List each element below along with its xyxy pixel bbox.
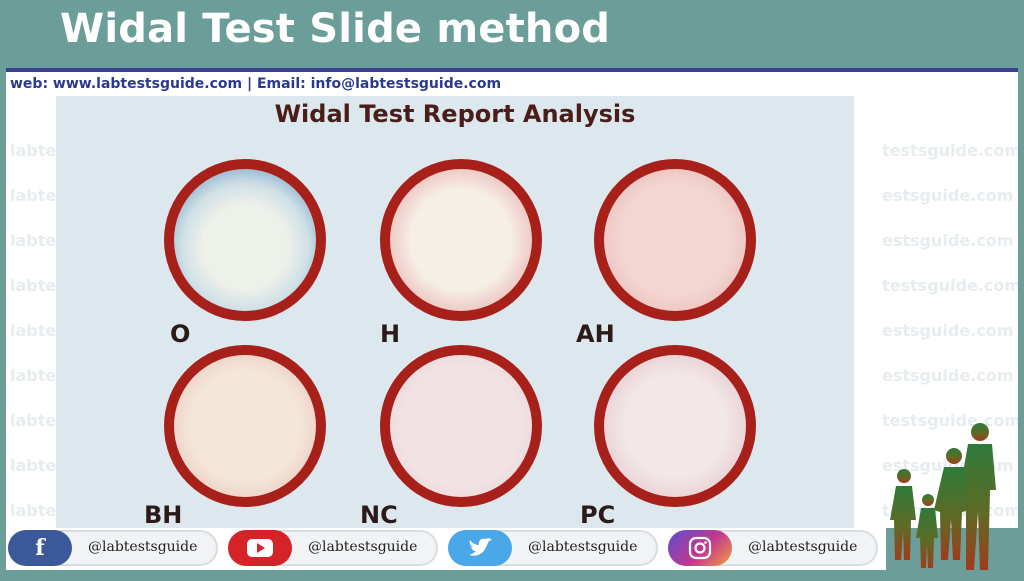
social-handle: @labtestsguide bbox=[528, 539, 638, 555]
report-panel: Widal Test Report Analysis O H AH BH NC … bbox=[56, 96, 854, 528]
social-bar: f @labtestsguide @labtestsguide @labtest… bbox=[6, 528, 886, 570]
title-bar: Widal Test Slide method bbox=[0, 0, 1024, 66]
youtube-link[interactable]: @labtestsguide bbox=[228, 530, 438, 566]
instagram-icon bbox=[668, 530, 732, 566]
watermark-text: labtes bbox=[10, 231, 66, 250]
slide-nc bbox=[380, 345, 542, 507]
slide-o bbox=[164, 159, 326, 321]
family-silhouette-icon bbox=[876, 420, 1024, 576]
content-area: web: www.labtestsguide.com | Email: info… bbox=[6, 68, 1018, 528]
social-handle: @labtestsguide bbox=[748, 539, 858, 555]
top-divider bbox=[6, 68, 1018, 72]
watermark-text: labtes bbox=[10, 456, 66, 475]
watermark-text: labtes bbox=[10, 411, 66, 430]
twitter-link[interactable]: @labtestsguide bbox=[448, 530, 658, 566]
watermark-text: labtes bbox=[10, 321, 66, 340]
social-handle: @labtestsguide bbox=[308, 539, 418, 555]
slide-label-h: H bbox=[380, 320, 401, 348]
slide-h bbox=[380, 159, 542, 321]
watermark-right: testsguide.com estsguide.com estsguide.c… bbox=[882, 128, 1018, 528]
slide-label-o: O bbox=[170, 320, 191, 348]
slide-ah bbox=[594, 159, 756, 321]
facebook-icon: f bbox=[8, 530, 72, 566]
watermark-left: labtes labtes labtes labtes labtes labte… bbox=[10, 128, 66, 528]
facebook-link[interactable]: f @labtestsguide bbox=[8, 530, 218, 566]
slide-bh bbox=[164, 345, 326, 507]
panel-title: Widal Test Report Analysis bbox=[274, 100, 636, 128]
instagram-link[interactable]: @labtestsguide bbox=[668, 530, 878, 566]
watermark-text: estsguide.com bbox=[882, 186, 1014, 205]
slide-label-bh: BH bbox=[144, 501, 183, 528]
watermark-text: estsguide.com bbox=[882, 321, 1014, 340]
watermark-text: testsguide.com bbox=[882, 276, 1018, 295]
slide-label-ah: AH bbox=[576, 320, 615, 348]
social-handle: @labtestsguide bbox=[88, 539, 198, 555]
contact-line: web: www.labtestsguide.com | Email: info… bbox=[10, 76, 502, 92]
slide-pc bbox=[594, 345, 756, 507]
twitter-icon bbox=[448, 530, 512, 566]
watermark-text: labtes bbox=[10, 366, 66, 385]
watermark-text: labtes bbox=[10, 276, 66, 295]
watermark-text: estsguide.com bbox=[882, 366, 1014, 385]
watermark-text: testsguide.com bbox=[882, 141, 1018, 160]
slide-label-pc: PC bbox=[580, 501, 616, 528]
watermark-text: labtes bbox=[10, 186, 66, 205]
slide-label-nc: NC bbox=[360, 501, 398, 528]
watermark-text: labtes bbox=[10, 141, 66, 160]
watermark-text: estsguide.com bbox=[882, 231, 1014, 250]
watermark-text: labtes bbox=[10, 501, 66, 520]
page-title: Widal Test Slide method bbox=[60, 6, 611, 52]
youtube-icon bbox=[228, 530, 292, 566]
